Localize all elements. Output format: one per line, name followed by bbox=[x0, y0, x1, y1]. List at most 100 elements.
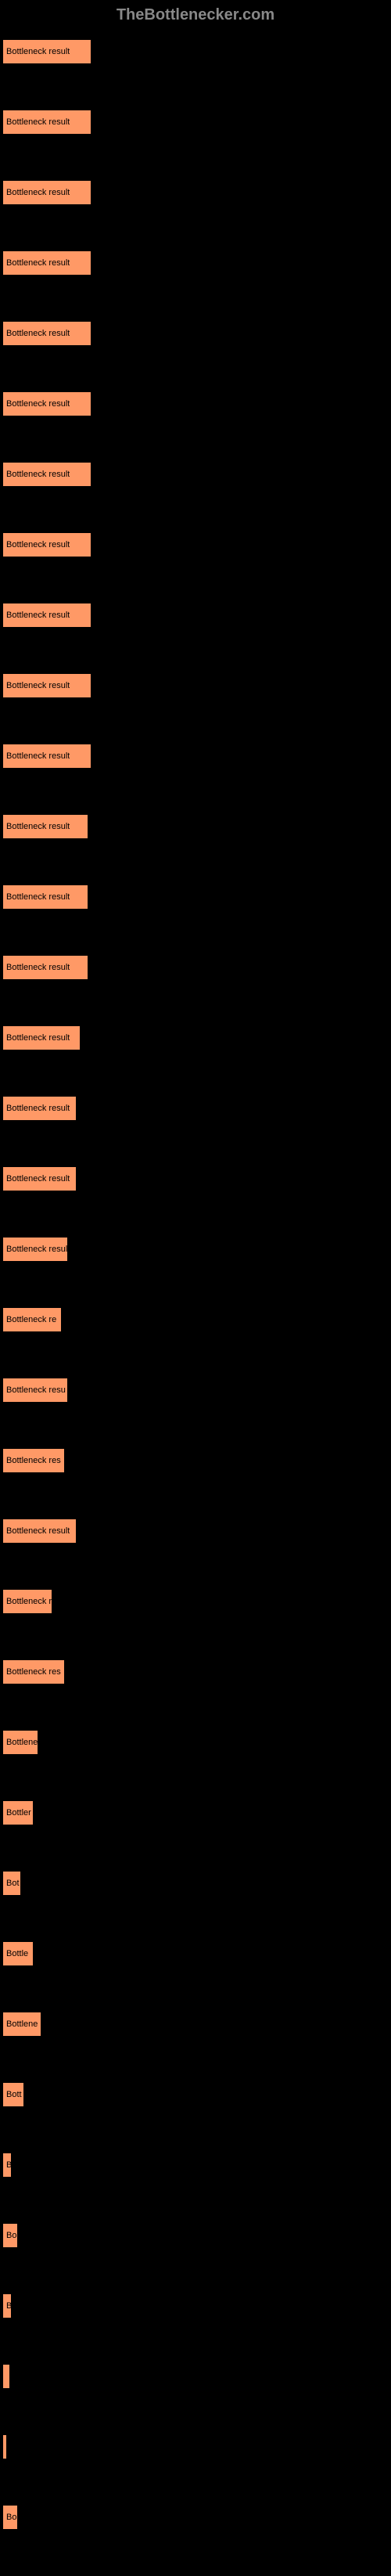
bar-label: Bottleneck result bbox=[6, 329, 70, 338]
bar: Bo bbox=[3, 2506, 17, 2529]
bar-row: Bo bbox=[3, 2224, 388, 2247]
bar-chart: Bottleneck result Bottleneck result Bottle… bbox=[0, 40, 391, 2529]
bar: Bo bbox=[3, 2224, 17, 2247]
bar-label: Bottleneck result bbox=[6, 399, 70, 409]
bar: Bottle bbox=[3, 1942, 33, 1965]
bar-row: Bottleneck result bbox=[3, 1026, 388, 1050]
bar-row: B bbox=[3, 2153, 388, 2177]
bar-row: Bot bbox=[3, 1872, 388, 1895]
bar-label: Bottleneck result bbox=[6, 751, 70, 761]
bar-row: Bottleneck result bbox=[3, 956, 388, 979]
bar: Bottleneck result bbox=[3, 251, 91, 275]
bar-label: Bott bbox=[6, 2090, 22, 2099]
bar-row bbox=[3, 2435, 388, 2459]
bar-label: Bottleneck result bbox=[6, 1174, 70, 1184]
bar: Bottleneck result bbox=[3, 1097, 76, 1120]
bar: Bottleneck resu bbox=[3, 1378, 67, 1402]
bar-label: Bottleneck result bbox=[6, 681, 70, 690]
bar: Bottler bbox=[3, 1801, 33, 1825]
bar: Bottleneck re bbox=[3, 1308, 61, 1331]
bar-row: Bottleneck re bbox=[3, 1308, 388, 1331]
bar-label: Bottleneck result bbox=[6, 1104, 70, 1113]
bar-row: Bottleneck resu bbox=[3, 1378, 388, 1402]
bar-label: Bottleneck result bbox=[6, 1526, 70, 1536]
bar-label: Bottleneck result bbox=[6, 1033, 70, 1043]
bar-row: Bottleneck r bbox=[3, 1590, 388, 1613]
bar-row: Bottle bbox=[3, 1942, 388, 1965]
bar-label: Bo bbox=[6, 2513, 16, 2522]
bar: B bbox=[3, 2153, 11, 2177]
bar: Bott bbox=[3, 2083, 23, 2106]
bar: Bottleneck result bbox=[3, 1167, 76, 1191]
bar-row: Bottleneck result bbox=[3, 603, 388, 627]
bar-row: Bottlene bbox=[3, 2012, 388, 2036]
bar-label: Bottleneck re bbox=[6, 1315, 56, 1324]
bar: B bbox=[3, 2294, 11, 2318]
bar-label: Bottleneck result bbox=[6, 892, 70, 902]
bar: Bottleneck result bbox=[3, 674, 91, 697]
bar-label: Bottleneck res bbox=[6, 1456, 61, 1465]
bar-label: Bottleneck result bbox=[6, 470, 70, 479]
bar: Bottleneck result bbox=[3, 463, 91, 486]
bar-row: Bottler bbox=[3, 1801, 388, 1825]
header: TheBottlenecker.com bbox=[0, 0, 391, 40]
bar bbox=[3, 2435, 6, 2459]
bar-row: Bott bbox=[3, 2083, 388, 2106]
bar: Bottleneck r bbox=[3, 1590, 52, 1613]
bar: Bottleneck result bbox=[3, 322, 91, 345]
bar-label: Bo bbox=[6, 2231, 16, 2240]
bar-row bbox=[3, 2365, 388, 2388]
bar-label: B bbox=[6, 2301, 11, 2311]
bar-row: Bottleneck result bbox=[3, 1097, 388, 1120]
bar-row: Bottleneck resul bbox=[3, 1238, 388, 1261]
bar-label: Bottleneck result bbox=[6, 540, 70, 549]
bar-row: Bottleneck result bbox=[3, 322, 388, 345]
bar-label: Bottleneck resu bbox=[6, 1385, 66, 1395]
bar: Bottleneck result bbox=[3, 181, 91, 204]
bar-label: Bottleneck result bbox=[6, 117, 70, 127]
bar-label: Bottle bbox=[6, 1949, 28, 1958]
bar-row: Bottleneck result bbox=[3, 533, 388, 557]
bar: Bottleneck result bbox=[3, 744, 91, 768]
bar: Bot bbox=[3, 1872, 20, 1895]
bar-label: Bottleneck result bbox=[6, 822, 70, 831]
bar-label: Bottleneck result bbox=[6, 963, 70, 972]
bar-row: Bottleneck result bbox=[3, 463, 388, 486]
header-title: TheBottlenecker.com bbox=[117, 6, 274, 23]
bar-label: Bot bbox=[6, 1879, 20, 1888]
bar: Bottleneck result bbox=[3, 533, 91, 557]
bar-label: Bottlene bbox=[6, 2019, 38, 2029]
bar: Bottleneck result bbox=[3, 885, 88, 909]
bar-row: Bottleneck res bbox=[3, 1449, 388, 1472]
bar-label: Bottleneck res bbox=[6, 1667, 61, 1677]
bar-row: Bottleneck result bbox=[3, 40, 388, 63]
bar: Bottleneck result bbox=[3, 40, 91, 63]
bar-row: Bottleneck result bbox=[3, 181, 388, 204]
bar-label: Bottleneck result bbox=[6, 47, 70, 56]
bar-row: Bottleneck result bbox=[3, 1519, 388, 1543]
bar-label: Bottler bbox=[6, 1808, 31, 1818]
bar-row: Bo bbox=[3, 2506, 388, 2529]
bar-label: Bottleneck result bbox=[6, 258, 70, 268]
bar-label: Bottleneck result bbox=[6, 188, 70, 197]
bar-row: Bottleneck result bbox=[3, 885, 388, 909]
bar: Bottleneck result bbox=[3, 1519, 76, 1543]
bar: Bottleneck result bbox=[3, 392, 91, 416]
bar-row: B bbox=[3, 2294, 388, 2318]
bar-row: Bottleneck result bbox=[3, 674, 388, 697]
bar: Bottlene bbox=[3, 1731, 38, 1754]
bar: Bottleneck result bbox=[3, 110, 91, 134]
bar-row: Bottleneck result bbox=[3, 815, 388, 838]
bar-label: Bottleneck resul bbox=[6, 1245, 67, 1254]
bar-row: Bottlene bbox=[3, 1731, 388, 1754]
bar: Bottleneck result bbox=[3, 603, 91, 627]
bar: Bottleneck result bbox=[3, 1026, 80, 1050]
bar: Bottlene bbox=[3, 2012, 41, 2036]
bar-label: Bottleneck result bbox=[6, 611, 70, 620]
bar-row: Bottleneck result bbox=[3, 744, 388, 768]
bar: Bottleneck result bbox=[3, 815, 88, 838]
bar-label: Bottleneck r bbox=[6, 1597, 52, 1606]
bar-row: Bottleneck result bbox=[3, 392, 388, 416]
bar: Bottleneck res bbox=[3, 1449, 64, 1472]
bar bbox=[3, 2365, 9, 2388]
